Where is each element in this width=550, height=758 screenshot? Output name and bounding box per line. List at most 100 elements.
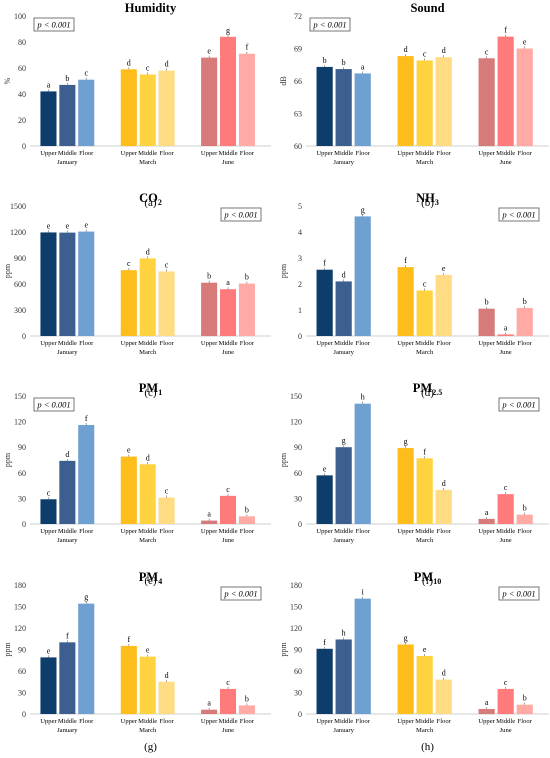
y-tick-label: 72	[294, 12, 302, 21]
y-tick-label: 60	[294, 469, 302, 478]
y-tick-label: 60	[294, 142, 302, 151]
chart-title: PM10	[414, 570, 441, 586]
significance-letter: b	[323, 56, 327, 65]
significance-letter: g	[361, 205, 365, 214]
y-tick-label: 5	[298, 202, 302, 211]
bar-june-upper	[201, 282, 218, 336]
y-axis-label: ppm	[3, 452, 12, 467]
bar-march-upper	[120, 69, 137, 146]
category-label: Floor	[240, 340, 255, 347]
significance-letter: c	[146, 64, 150, 73]
panel-label: (d)	[421, 387, 434, 399]
category-label: Middle	[58, 718, 77, 725]
significance-letter: e	[207, 47, 211, 56]
group-label: March	[416, 537, 434, 544]
y-tick-label: 120	[14, 624, 26, 633]
significance-letter: i	[362, 588, 365, 597]
significance-letter: f	[127, 635, 130, 644]
significance-letter: a	[47, 80, 51, 89]
significance-letter: h	[361, 393, 365, 402]
bar-march-floor	[158, 681, 175, 714]
significance-letter: f	[323, 259, 326, 268]
chart-title-main: Sound	[410, 1, 444, 15]
category-label: Floor	[159, 528, 174, 535]
bar-january-floor	[354, 216, 371, 336]
bar-january-middle	[335, 447, 352, 524]
chart-title-main: PM	[414, 570, 434, 584]
category-label: Floor	[79, 340, 94, 347]
significance-letter: a	[485, 508, 489, 517]
p-value-text: p < 0.001	[223, 210, 257, 220]
chart-title-main: CO	[139, 191, 158, 205]
category-label: Middle	[218, 150, 237, 157]
y-axis-label: dB	[279, 76, 288, 85]
category-label: Middle	[415, 340, 434, 347]
bar-march-upper	[397, 267, 414, 336]
chart-title-subscript: 10	[433, 577, 441, 586]
chart-title-subscript: 4	[158, 577, 162, 586]
p-value-text: p < 0.001	[501, 400, 535, 410]
chart-title-main: PM	[139, 570, 159, 584]
category-label: Floor	[79, 150, 94, 157]
category-label: Floor	[356, 528, 371, 535]
p-value-text: p < 0.001	[501, 210, 535, 220]
significance-letter: b	[207, 272, 211, 281]
significance-letter: d	[342, 270, 346, 279]
bar-june-floor	[238, 705, 255, 714]
bar-january-middle	[59, 232, 76, 336]
y-tick-label: 30	[18, 689, 26, 698]
y-tick-label: 1500	[10, 202, 26, 211]
significance-letter: d	[442, 479, 446, 488]
y-tick-label: 120	[290, 624, 302, 633]
significance-letter: f	[423, 447, 426, 456]
bar-june-middle	[497, 494, 514, 524]
y-tick-label: 60	[18, 469, 26, 478]
category-label: Floor	[159, 718, 174, 725]
category-label: Upper	[121, 340, 138, 347]
category-label: Upper	[201, 718, 218, 725]
bar-january-floor	[354, 403, 371, 524]
significance-letter: b	[245, 694, 249, 703]
significance-letter: b	[245, 505, 249, 514]
panel-label: (a)	[144, 197, 157, 209]
p-value-box	[33, 17, 75, 32]
significance-letter: b	[523, 694, 527, 703]
panel-label: (b)	[421, 197, 434, 209]
chart-panel-b: SounddB6063666972bUpperbMiddleaFloorJanu…	[279, 1, 549, 209]
y-tick-label: 1	[298, 306, 302, 315]
bar-january-upper	[40, 232, 57, 336]
panel-label: (e)	[144, 575, 157, 587]
significance-letter: b	[523, 297, 527, 306]
p-value-text: p < 0.001	[501, 589, 535, 599]
category-label: Upper	[478, 150, 495, 157]
group-label: June	[222, 727, 234, 734]
significance-letter: f	[66, 631, 69, 640]
significance-letter: c	[423, 49, 427, 58]
category-label: Floor	[518, 528, 533, 535]
significance-letter: a	[226, 278, 230, 287]
panel-label: (c)	[144, 387, 157, 399]
group-label: January	[333, 537, 354, 544]
category-label: Middle	[334, 150, 353, 157]
group-label: March	[139, 349, 157, 356]
p-value-box	[220, 586, 262, 601]
significance-letter: c	[84, 69, 88, 78]
y-tick-label: 80	[18, 38, 26, 47]
chart-title-subscript: 2	[158, 198, 162, 207]
bar-january-upper	[316, 648, 333, 714]
significance-letter: a	[485, 698, 489, 707]
bar-january-floor	[78, 79, 95, 146]
category-label: Floor	[518, 718, 533, 725]
category-label: Upper	[201, 340, 218, 347]
chart-panel-e: PM1ppm0306090120150cUpperdMiddlefFloorJa…	[3, 381, 271, 587]
y-tick-label: 40	[18, 90, 26, 99]
chart-title-subscript: 1	[158, 388, 162, 397]
chart-panel-f: PM2.5ppm0306090120150eUppergMiddlehFloor…	[279, 381, 549, 587]
p-value-box	[498, 207, 540, 222]
bar-march-middle	[416, 60, 433, 146]
bar-january-upper	[40, 499, 57, 524]
y-axis-label: %	[3, 77, 12, 84]
y-tick-label: 3	[298, 254, 302, 263]
bar-march-floor	[435, 679, 452, 714]
bar-january-middle	[59, 460, 76, 524]
